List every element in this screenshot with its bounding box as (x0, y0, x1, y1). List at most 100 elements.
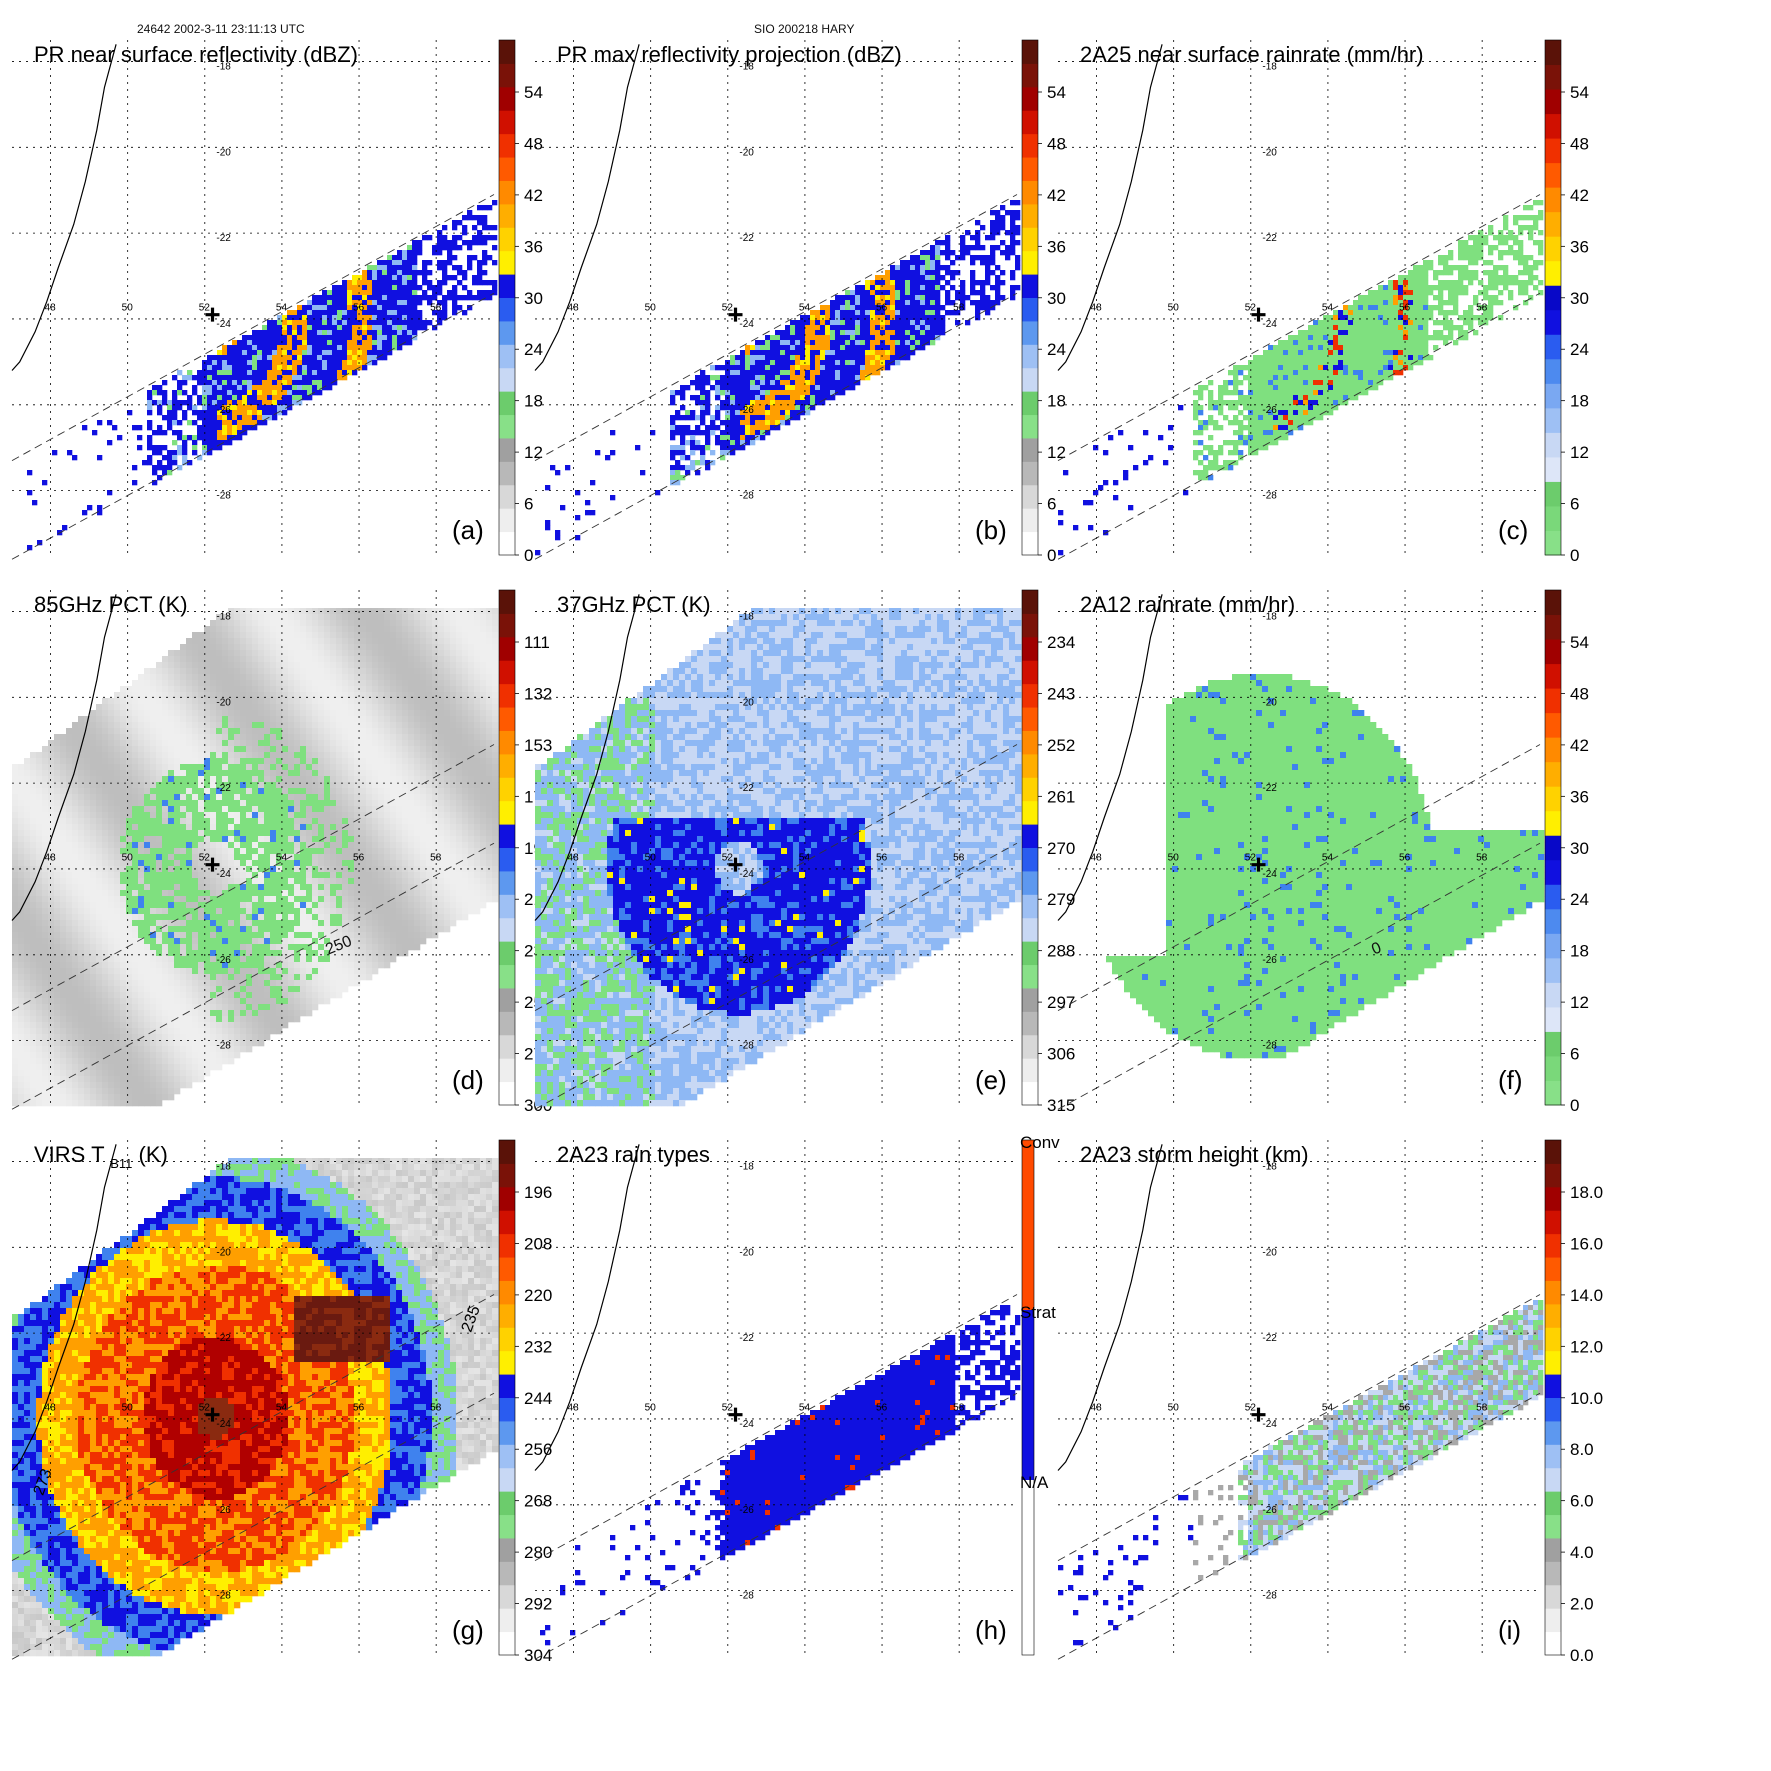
field-pixel (302, 375, 307, 380)
field-pixel (382, 275, 387, 280)
field-pixel (715, 440, 720, 445)
field-pixel (770, 375, 775, 380)
field-pixel (347, 350, 352, 355)
field-pixel (227, 395, 232, 400)
field-pixel (257, 330, 262, 335)
field-pixel (880, 345, 885, 350)
field-pixel (920, 330, 925, 335)
field-pixel (412, 255, 417, 260)
field-pixel (545, 520, 550, 525)
field-pixel (805, 330, 810, 335)
field-pixel (790, 385, 795, 390)
field-pixel (940, 265, 945, 270)
field-pixel (217, 350, 222, 355)
field-pixel (1203, 455, 1208, 460)
field-pixel (970, 280, 975, 285)
field-pixel (142, 460, 147, 465)
field-pixel (1198, 425, 1203, 430)
field-pixel (442, 235, 447, 240)
field-pixel (242, 365, 247, 370)
field-pixel (352, 335, 357, 340)
field-pixel (680, 390, 685, 395)
field-pixel (427, 285, 432, 290)
field-pixel (412, 290, 417, 295)
field-pixel (212, 365, 217, 370)
field-pixel (407, 290, 412, 295)
field-pixel (900, 335, 905, 340)
field-pixel (850, 345, 855, 350)
field-pixel (885, 355, 890, 360)
field-pixel (925, 330, 930, 335)
field-pixel (885, 340, 890, 345)
lat-tick-label: -28 (739, 491, 754, 502)
field-pixel (402, 270, 407, 275)
field-pixel (680, 455, 685, 460)
field-pixel (760, 415, 765, 420)
field-pixel (750, 430, 755, 435)
field-pixel (227, 375, 232, 380)
field-pixel (267, 360, 272, 365)
field-pixel (462, 285, 467, 290)
field-pixel (207, 410, 212, 415)
field-pixel (700, 455, 705, 460)
field-pixel (137, 425, 142, 430)
field-pixel (845, 335, 850, 340)
field-pixel (855, 300, 860, 305)
field-pixel (317, 360, 322, 365)
field-pixel (810, 395, 815, 400)
field-pixel (995, 225, 1000, 230)
field-pixel (197, 425, 202, 430)
field-pixel (1218, 410, 1223, 415)
field-pixel (1010, 235, 1015, 240)
field-pixel (442, 270, 447, 275)
field-pixel (317, 325, 322, 330)
field-pixel (307, 395, 312, 400)
lon-tick-label: 50 (645, 302, 657, 313)
field-pixel (905, 330, 910, 335)
colorbar-tick-label: 36 (1047, 237, 1066, 256)
field-pixel (162, 390, 167, 395)
field-pixel (1213, 405, 1218, 410)
field-pixel (710, 420, 715, 425)
field-pixel (417, 270, 422, 275)
field-pixel (850, 355, 855, 360)
field-pixel (880, 290, 885, 295)
field-pixel (167, 450, 172, 455)
panel-title: PR max reflectivity projection (dBZ) (557, 42, 902, 67)
field-pixel (417, 315, 422, 320)
field-pixel (402, 310, 407, 315)
field-pixel (930, 330, 935, 335)
field-pixel (312, 385, 317, 390)
field-pixel (1005, 250, 1010, 255)
field-pixel (950, 270, 955, 275)
field-pixel (257, 350, 262, 355)
field-pixel (297, 345, 302, 350)
field-pixel (895, 285, 900, 290)
field-pixel (317, 345, 322, 350)
field-pixel (487, 205, 492, 210)
field-pixel (347, 365, 352, 370)
field-pixel (277, 390, 282, 395)
field-pixel (825, 340, 830, 345)
field-pixel (825, 370, 830, 375)
field-pixel (422, 320, 427, 325)
field-pixel (332, 345, 337, 350)
field-pixel (292, 325, 297, 330)
field-pixel (710, 415, 715, 420)
field-pixel (715, 415, 720, 420)
field-pixel (985, 260, 990, 265)
field-pixel (337, 315, 342, 320)
field-pixel (710, 375, 715, 380)
field-pixel (282, 385, 287, 390)
field-pixel (1098, 485, 1103, 490)
field-pixel (715, 385, 720, 390)
field-pixel (825, 320, 830, 325)
field-pixel (332, 315, 337, 320)
field-pixel (845, 320, 850, 325)
field-pixel (327, 315, 332, 320)
field-pixel (197, 435, 202, 440)
field-pixel (172, 450, 177, 455)
field-pixel (755, 420, 760, 425)
field-pixel (990, 250, 995, 255)
field-pixel (232, 390, 237, 395)
